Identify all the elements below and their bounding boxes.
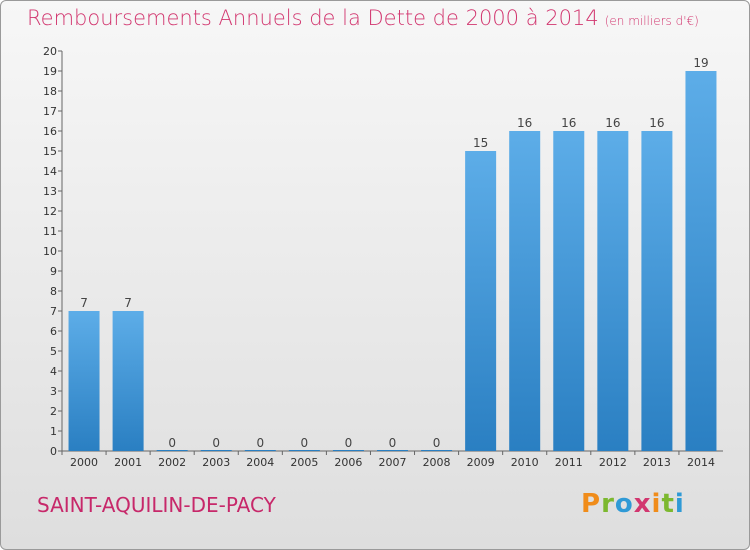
data-label: 16 — [517, 116, 532, 130]
y-tick-label: 15 — [43, 145, 57, 158]
logo-letter: t — [661, 489, 675, 519]
data-label: 16 — [561, 116, 576, 130]
y-tick-label: 11 — [43, 225, 57, 238]
y-tick-label: 2 — [50, 405, 57, 418]
logo-letter: o — [614, 489, 634, 519]
proxiti-logo: Proxiti — [581, 489, 685, 519]
data-label: 0 — [168, 436, 176, 450]
x-tick-label: 2009 — [467, 456, 495, 469]
data-label: 7 — [80, 296, 88, 310]
data-label: 0 — [256, 436, 264, 450]
y-tick-label: 6 — [50, 325, 57, 338]
bar — [200, 450, 232, 451]
data-label: 15 — [473, 136, 488, 150]
y-tick-label: 19 — [43, 65, 57, 78]
x-tick-label: 2014 — [687, 456, 715, 469]
y-tick-label: 16 — [43, 125, 57, 138]
y-tick-label: 4 — [50, 365, 57, 378]
logo-letter: r — [601, 489, 615, 519]
logo-letter: i — [674, 489, 685, 519]
bar — [685, 71, 717, 451]
x-tick-label: 2012 — [599, 456, 627, 469]
y-tick-label: 5 — [50, 345, 57, 358]
data-label: 0 — [433, 436, 441, 450]
commune-name: SAINT-AQUILIN-DE-PACY — [37, 493, 276, 517]
y-tick-label: 3 — [50, 385, 57, 398]
data-label: 16 — [605, 116, 620, 130]
y-tick-label: 20 — [43, 45, 57, 58]
x-tick-label: 2005 — [290, 456, 318, 469]
x-tick-label: 2002 — [158, 456, 186, 469]
bar — [68, 311, 100, 451]
bar — [244, 450, 276, 451]
bar — [377, 450, 408, 451]
y-tick-label: 10 — [43, 245, 57, 258]
y-tick-label: 7 — [50, 305, 57, 318]
x-tick-label: 2013 — [643, 456, 671, 469]
bar — [421, 450, 453, 451]
chart-title-text: Remboursements Annuels de la Dette de 20… — [27, 6, 599, 30]
bar — [156, 450, 188, 451]
data-label: 0 — [212, 436, 220, 450]
chart-title: Remboursements Annuels de la Dette de 20… — [27, 6, 699, 30]
bar — [553, 131, 585, 451]
x-tick-label: 2008 — [423, 456, 451, 469]
x-tick-label: 2000 — [70, 456, 98, 469]
y-tick-label: 9 — [50, 265, 57, 278]
logo-letter: P — [581, 489, 602, 519]
bar — [332, 450, 364, 451]
x-tick-label: 2010 — [511, 456, 539, 469]
bar — [465, 151, 497, 451]
bar — [112, 311, 144, 451]
data-label: 0 — [301, 436, 309, 450]
bar — [641, 131, 673, 451]
data-label: 0 — [389, 436, 397, 450]
logo-letter: x — [633, 489, 652, 519]
y-tick-label: 18 — [43, 85, 57, 98]
y-tick-label: 13 — [43, 185, 57, 198]
y-tick-label: 8 — [50, 285, 57, 298]
y-tick-label: 1 — [50, 425, 57, 438]
logo-letter: i — [651, 489, 662, 519]
x-tick-label: 2004 — [246, 456, 274, 469]
bars: 7 7 0 0 0 0 0 0 0 15 16 16 16 16 19 — [68, 56, 717, 451]
y-tick-label: 17 — [43, 105, 57, 118]
bar — [597, 131, 629, 451]
data-label: 19 — [693, 56, 708, 70]
data-label: 0 — [345, 436, 353, 450]
bar — [288, 450, 320, 451]
chart-unit: (en milliers d'€) — [604, 14, 699, 28]
x-tick-label: 2003 — [202, 456, 230, 469]
data-label: 7 — [124, 296, 132, 310]
y-tick-label: 0 — [50, 445, 57, 458]
data-label: 16 — [649, 116, 664, 130]
y-tick-label: 14 — [43, 165, 57, 178]
x-tick-label: 2007 — [379, 456, 407, 469]
x-tick-label: 2001 — [114, 456, 142, 469]
x-tick-label: 2011 — [555, 456, 583, 469]
y-tick-label: 12 — [43, 205, 57, 218]
x-tick-label: 2006 — [334, 456, 362, 469]
bar — [509, 131, 541, 451]
